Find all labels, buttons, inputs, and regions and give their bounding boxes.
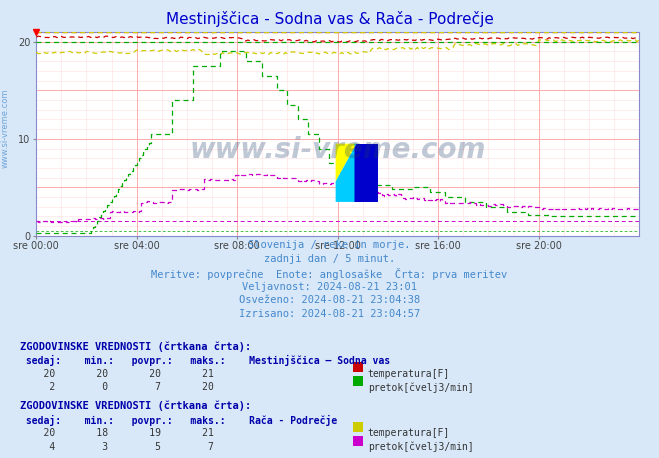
Text: zadnji dan / 5 minut.: zadnji dan / 5 minut. [264, 254, 395, 264]
Text: ZGODOVINSKE VREDNOSTI (črtkana črta):: ZGODOVINSKE VREDNOSTI (črtkana črta): [20, 401, 251, 411]
Text: www.si-vreme.com: www.si-vreme.com [190, 136, 486, 164]
Text: www.si-vreme.com: www.si-vreme.com [1, 88, 10, 168]
Bar [355, 144, 378, 202]
Text: ZGODOVINSKE VREDNOSTI (črtkana črta):: ZGODOVINSKE VREDNOSTI (črtkana črta): [20, 341, 251, 352]
Text: temperatura[F]: temperatura[F] [368, 369, 450, 379]
Text: temperatura[F]: temperatura[F] [368, 428, 450, 438]
Text: 20       20       20       21: 20 20 20 21 [20, 369, 214, 379]
Text: 20       18       19       21: 20 18 19 21 [20, 428, 214, 438]
Text: pretok[čvelj3/min]: pretok[čvelj3/min] [368, 442, 473, 453]
Text: Slovenija / reke in morje.: Slovenija / reke in morje. [248, 240, 411, 251]
Text: Osveženo: 2024-08-21 23:04:38: Osveženo: 2024-08-21 23:04:38 [239, 295, 420, 305]
Text: 2        0        7       20: 2 0 7 20 [20, 382, 214, 393]
Text: 4        3        5        7: 4 3 5 7 [20, 442, 214, 452]
Text: Izrisano: 2024-08-21 23:04:57: Izrisano: 2024-08-21 23:04:57 [239, 309, 420, 319]
Text: sedaj:    min.:   povpr.:   maks.:    Rača - Podrečje: sedaj: min.: povpr.: maks.: Rača - Podre… [20, 414, 337, 425]
Text: Veljavnost: 2024-08-21 23:01: Veljavnost: 2024-08-21 23:01 [242, 282, 417, 292]
Polygon shape [335, 144, 357, 181]
Text: pretok[čvelj3/min]: pretok[čvelj3/min] [368, 382, 473, 393]
Text: Mestinjščica - Sodna vas & Rača - Podrečje: Mestinjščica - Sodna vas & Rača - Podreč… [165, 11, 494, 27]
Text: sedaj:    min.:   povpr.:   maks.:    Mestinjščica – Sodna vas: sedaj: min.: povpr.: maks.: Mestinjščica… [20, 355, 390, 366]
Text: Meritve: povprečne  Enote: anglosaške  Črta: prva meritev: Meritve: povprečne Enote: anglosaške Črt… [152, 268, 507, 280]
Polygon shape [335, 144, 357, 202]
